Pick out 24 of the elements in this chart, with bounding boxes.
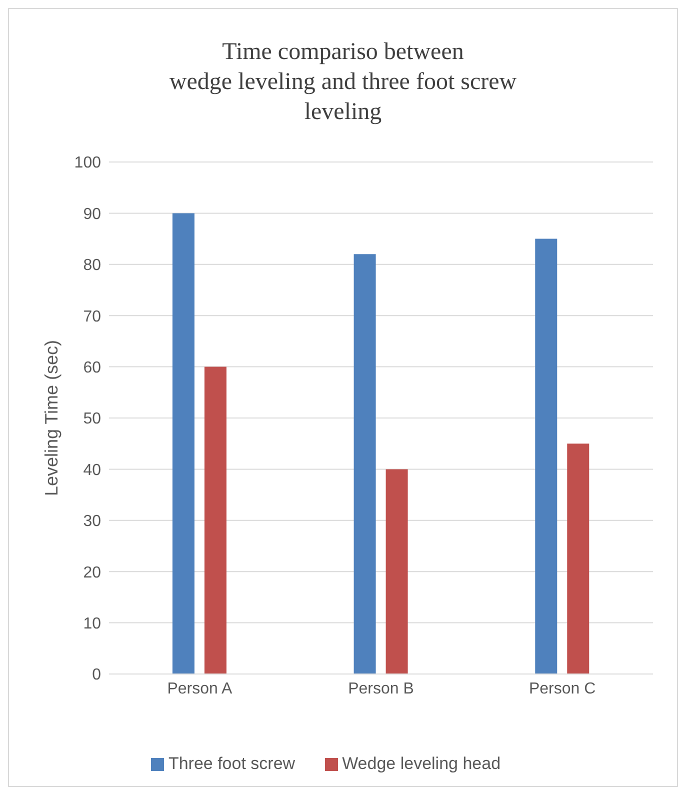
bar — [172, 213, 194, 674]
y-axis-title: Leveling Time (sec) — [41, 340, 62, 496]
y-tick-label: 10 — [83, 615, 102, 632]
x-tick-label: Person B — [348, 680, 414, 698]
bar — [567, 444, 590, 674]
y-tick-label: 90 — [83, 206, 102, 223]
legend-label: Wedge leveling head — [342, 754, 501, 773]
y-tick-label: 100 — [74, 154, 102, 172]
y-tick-label: 60 — [83, 359, 102, 376]
y-tick-label: 40 — [83, 462, 102, 479]
chart-title: Time compariso between wedge leveling and three foot screw leveling — [168, 38, 518, 127]
legend-label: Three foot screw — [168, 754, 296, 773]
x-tick-label: Person C — [528, 680, 596, 698]
bar — [204, 366, 226, 674]
bar — [535, 238, 558, 674]
bar — [354, 254, 376, 674]
y-tick-label: 50 — [83, 410, 102, 428]
y-tick-label: 20 — [83, 564, 102, 582]
y-tick-label: 0 — [92, 666, 102, 684]
y-tick-label: 30 — [83, 513, 102, 530]
x-tick-label: Person A — [167, 680, 232, 698]
y-tick-label: 70 — [83, 308, 102, 326]
y-tick-label: 80 — [83, 257, 102, 274]
bar — [386, 469, 408, 674]
